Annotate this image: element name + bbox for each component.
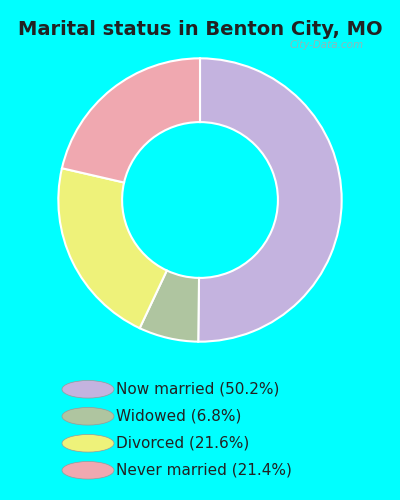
Text: Now married (50.2%): Now married (50.2%) (116, 382, 279, 397)
Circle shape (62, 408, 114, 425)
Circle shape (62, 380, 114, 398)
Text: City-Data.com: City-Data.com (289, 40, 363, 50)
Circle shape (62, 434, 114, 452)
Wedge shape (140, 270, 199, 342)
Text: Marital status in Benton City, MO: Marital status in Benton City, MO (18, 20, 382, 39)
Wedge shape (58, 168, 167, 328)
Text: Divorced (21.6%): Divorced (21.6%) (116, 436, 249, 451)
Text: Widowed (6.8%): Widowed (6.8%) (116, 409, 241, 424)
Wedge shape (62, 58, 200, 182)
Text: Never married (21.4%): Never married (21.4%) (116, 463, 292, 478)
Wedge shape (198, 58, 342, 342)
Circle shape (62, 462, 114, 479)
